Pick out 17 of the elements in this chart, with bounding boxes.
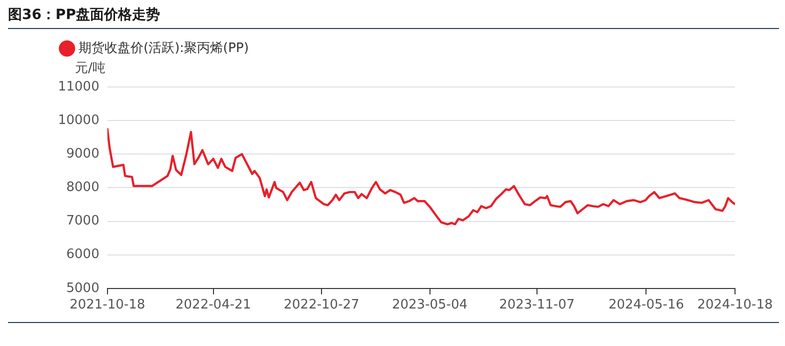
y-tick-label: 11000 bbox=[58, 79, 100, 94]
x-tick-label: 2024-05-16 bbox=[608, 298, 684, 313]
y-tick-label: 9000 bbox=[66, 146, 100, 162]
x-tick-label: 2023-05-04 bbox=[392, 298, 468, 313]
x-tick-label: 2023-11-07 bbox=[499, 298, 575, 313]
y-tick-label: 5000 bbox=[66, 280, 100, 296]
y-tick-label: 8000 bbox=[66, 180, 100, 196]
y-tick-label: 10000 bbox=[58, 112, 100, 128]
x-tick-label: 2022-04-21 bbox=[176, 298, 252, 313]
y-tick-label: 6000 bbox=[66, 247, 100, 262]
x-tick-label: 2022-10-27 bbox=[284, 298, 360, 313]
y-axis-title: 元/吨 bbox=[74, 60, 106, 76]
chart-title: 图36：PP盘面价格走势 bbox=[8, 6, 160, 24]
x-tick-label: 2024-10-18 bbox=[697, 298, 773, 313]
legend-label: 期货收盘价(活跃):聚丙烯(PP) bbox=[78, 40, 249, 56]
y-tick-label: 7000 bbox=[66, 214, 100, 229]
x-tick-label: 2021-10-18 bbox=[70, 298, 146, 313]
